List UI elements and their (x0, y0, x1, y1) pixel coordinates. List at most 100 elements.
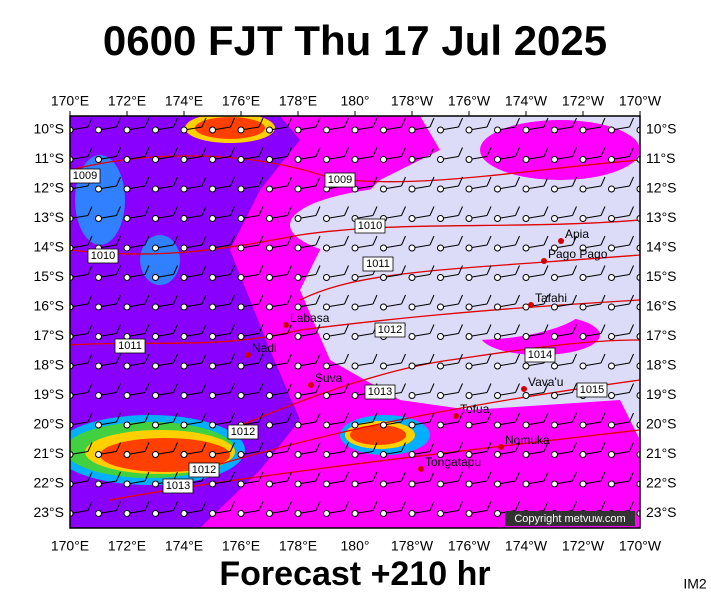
wind-barb (144, 176, 150, 187)
wind-barb (87, 147, 93, 157)
wind-barb (401, 206, 406, 216)
wind-barb (401, 471, 406, 482)
grid-point (180, 392, 188, 399)
lat-label: 19°S (33, 386, 64, 402)
isobar-label: 1012 (192, 464, 216, 476)
wind-barb (543, 471, 549, 482)
wind-barb (543, 147, 549, 157)
lat-label: 18°S (33, 357, 64, 373)
grid-point (351, 303, 359, 311)
wind-barb (429, 235, 435, 246)
wind-barb (429, 353, 435, 364)
grid-point (408, 510, 416, 517)
wind-barb (116, 412, 121, 423)
grid-point (465, 244, 473, 252)
isobar-label-box (364, 384, 396, 400)
grid-point (579, 274, 587, 281)
grid-point (152, 215, 159, 222)
lon-label: 180° (341, 93, 370, 109)
grid-point (294, 421, 302, 429)
wind-barb (258, 501, 264, 511)
grid-point (494, 215, 501, 222)
wind-barb (486, 324, 492, 334)
wind-barb (572, 471, 577, 482)
wind-barb (401, 442, 406, 452)
lat-label: 18°S (646, 357, 677, 373)
grid-point (551, 244, 558, 252)
grid-point (408, 244, 416, 252)
wind-barb (515, 471, 520, 482)
grid-point (494, 303, 501, 311)
wind-barb (173, 383, 178, 393)
wind-barb (287, 294, 292, 305)
grid-point (579, 215, 587, 222)
grid-point (408, 362, 416, 370)
lat-label: 16°S (33, 298, 64, 314)
grid-point (209, 480, 216, 488)
lat-label: 15°S (646, 268, 677, 284)
grid-point (522, 333, 530, 340)
grid-point (323, 303, 330, 311)
image-code: IM2 (683, 576, 707, 592)
wind-barb (258, 471, 264, 482)
wind-barb (87, 235, 93, 246)
wind-barb (315, 353, 321, 364)
wind-barb (486, 471, 492, 482)
wind-barb (458, 294, 463, 305)
wind-barb (458, 383, 463, 393)
wind-barb (315, 235, 321, 246)
grid-point (465, 215, 473, 222)
wind-barb (287, 176, 292, 187)
wind-barb (116, 501, 121, 511)
wind-barb (144, 412, 150, 423)
wind-barb (629, 147, 634, 157)
grid-point (437, 303, 444, 311)
wind-barb (486, 235, 492, 246)
wind-barb (572, 294, 577, 305)
grid-point (408, 215, 416, 222)
grid-point (579, 126, 587, 134)
grid-point (180, 303, 188, 311)
wind-barb (287, 206, 292, 216)
lon-label: 172°E (108, 538, 146, 554)
wind-barb (486, 383, 492, 393)
wind-barb (173, 176, 178, 187)
grid-point (266, 421, 273, 429)
grid-point (408, 185, 416, 193)
grid-point (380, 156, 387, 163)
grid-point (551, 274, 558, 281)
wind-barb (515, 501, 520, 511)
wind-barb (144, 265, 150, 275)
wind-barb (173, 147, 178, 157)
grid-point (551, 126, 558, 134)
lat-label: 15°S (33, 268, 64, 284)
isobar-label-box (114, 338, 146, 354)
grid-point (237, 362, 245, 370)
place-dot (308, 382, 314, 388)
wind-barb (87, 442, 93, 452)
grid-point (123, 451, 131, 458)
wind-barb (401, 117, 406, 128)
wind-barb (572, 117, 577, 128)
wind-barb (429, 147, 435, 157)
wind-barb (173, 294, 178, 305)
wind-barb (258, 324, 264, 334)
wind-barb (515, 206, 520, 216)
wind-barb (629, 324, 634, 334)
wind-barb (287, 324, 292, 334)
wind-barb (144, 442, 150, 452)
wind-barb (572, 324, 577, 334)
grid-point (152, 244, 159, 252)
grid-point (608, 185, 615, 193)
grid-point (95, 510, 102, 517)
wind-barb (429, 383, 435, 393)
grid-point (266, 215, 273, 222)
wind-barb (344, 235, 349, 246)
grid-point (522, 274, 530, 281)
grid-point (95, 451, 102, 458)
wind-barb (144, 353, 150, 364)
grid-point (465, 303, 473, 311)
grid-point (123, 244, 131, 252)
wind-barb (230, 442, 235, 452)
